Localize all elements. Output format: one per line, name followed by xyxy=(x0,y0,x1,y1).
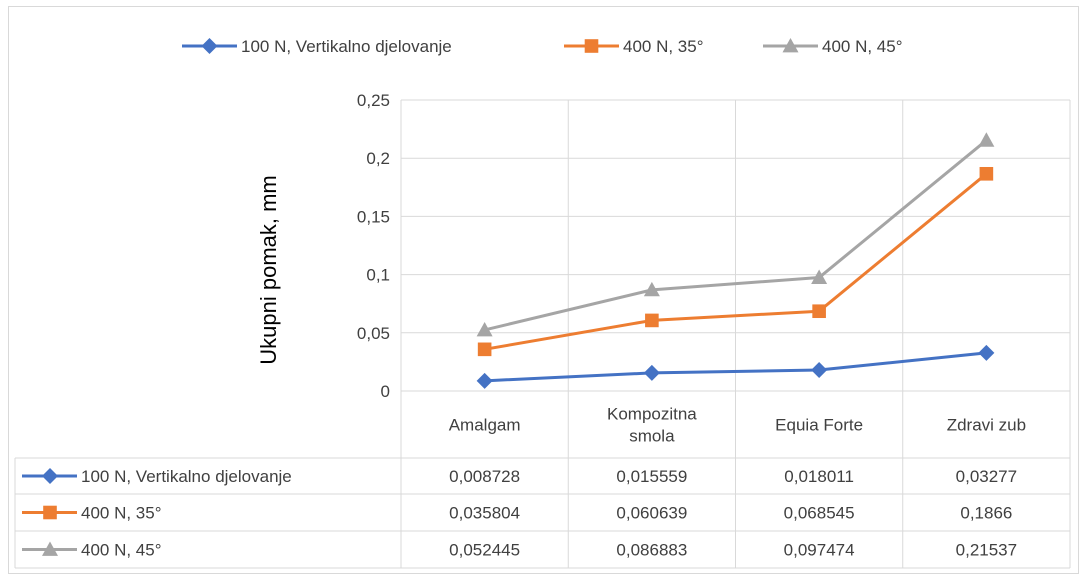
table-cell-value: 0,060639 xyxy=(616,504,687,523)
data-point xyxy=(978,132,995,147)
table-cell-value: 0,015559 xyxy=(616,467,687,486)
data-point xyxy=(476,372,493,389)
data-point xyxy=(811,362,828,379)
data-point xyxy=(643,364,660,381)
data-point xyxy=(477,342,492,357)
table-series-name: 400 N, 35° xyxy=(81,504,162,523)
y-tick-label: 0,05 xyxy=(357,324,390,343)
table-series-name: 100 N, Vertikalno djelovanje xyxy=(81,467,292,486)
table-cell-value: 0,086883 xyxy=(616,541,687,560)
table-cell-value: 0,03277 xyxy=(956,467,1017,486)
table-cell-value: 0,21537 xyxy=(956,541,1017,560)
series-line xyxy=(484,139,988,332)
legend-marker xyxy=(201,38,218,54)
legend-label: 100 N, Vertikalno djelovanje xyxy=(241,37,452,56)
data-point xyxy=(979,166,994,181)
data-point xyxy=(645,313,659,328)
legend-marker xyxy=(584,39,599,53)
table-legend-marker xyxy=(43,505,57,520)
series-line xyxy=(484,172,988,351)
legend-label: 400 N, 35° xyxy=(623,37,704,56)
y-tick-label: 0 xyxy=(381,382,390,401)
y-tick-label: 0,15 xyxy=(357,207,390,226)
y-axis-title: Ukupni pomak, mm xyxy=(256,175,281,365)
table-cell-value: 0,008728 xyxy=(449,467,520,486)
table-cell-value: 0,1866 xyxy=(960,504,1012,523)
data-point xyxy=(978,344,995,361)
category-label: Amalgam xyxy=(449,416,521,435)
y-tick-label: 0,25 xyxy=(357,91,390,110)
legend-marker xyxy=(782,38,799,53)
data-point xyxy=(476,321,493,337)
table-cell-value: 0,097474 xyxy=(784,541,855,560)
category-label: Kompozitna xyxy=(607,405,697,424)
table-cell-value: 0,035804 xyxy=(449,504,520,523)
category-label: smola xyxy=(629,427,675,446)
table-cell-value: 0,052445 xyxy=(449,541,520,560)
table-cell-value: 0,068545 xyxy=(784,504,855,523)
category-label: Equia Forte xyxy=(775,416,863,435)
table-legend-marker xyxy=(42,541,58,556)
data-point xyxy=(643,281,660,297)
table-cell-value: 0,018011 xyxy=(784,467,854,486)
legend-label: 400 N, 45° xyxy=(822,37,903,56)
data-point xyxy=(812,304,826,319)
table-legend-marker xyxy=(42,468,58,484)
series-line xyxy=(484,351,987,383)
y-tick-label: 0,2 xyxy=(366,149,390,168)
y-tick-label: 0,1 xyxy=(366,266,390,285)
chart-frame xyxy=(8,6,1079,574)
table-series-name: 400 N, 45° xyxy=(81,541,162,560)
category-label: Zdravi zub xyxy=(947,416,1026,435)
data-point xyxy=(811,269,828,284)
